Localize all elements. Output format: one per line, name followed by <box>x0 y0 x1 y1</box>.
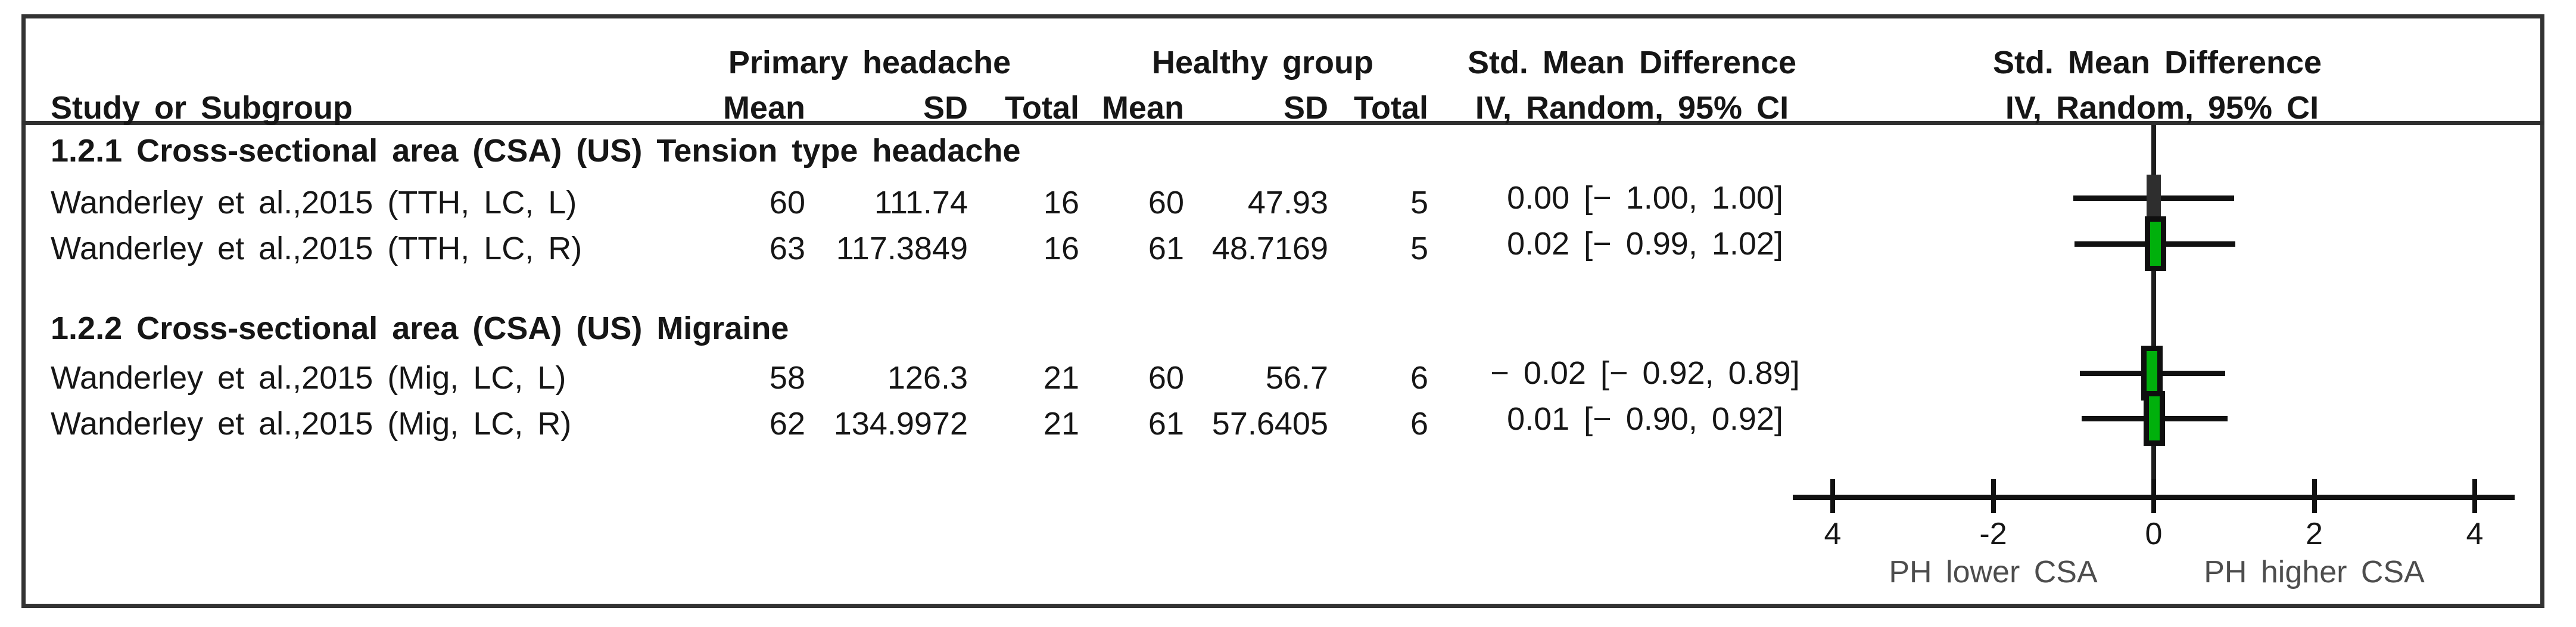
axis-caption-right: PH higher CSA <box>2204 555 2425 589</box>
sd-healthy-cell: 48.7169 <box>1211 231 1328 266</box>
total-primary-cell: 21 <box>1043 360 1079 396</box>
total-primary-cell: 16 <box>1043 231 1079 266</box>
x-axis-tick-label: 0 <box>2145 517 2163 551</box>
study-label: Wanderley et al.,2015 (Mig, LC, R) <box>51 406 572 442</box>
sd-healthy-cell: 56.7 <box>1265 360 1328 396</box>
column-header-sd-healthy: SD <box>1283 90 1328 126</box>
ci-text-cell: 0.00 [− 1.00, 1.00] <box>1507 180 1783 216</box>
x-axis-tick <box>1830 479 1835 513</box>
sd-healthy-cell: 57.6405 <box>1211 406 1328 442</box>
column-header-total-healthy: Total <box>1354 90 1428 126</box>
total-healthy-cell: 5 <box>1410 185 1428 221</box>
axis-caption-left: PH lower CSA <box>1889 555 2098 589</box>
x-axis-tick-label: 4 <box>1824 517 1842 551</box>
column-header-iv-text: IV, Random, 95% CI <box>1475 90 1789 126</box>
column-header-sd-primary: SD <box>923 90 968 126</box>
total-healthy-cell: 6 <box>1410 406 1428 442</box>
column-group-healthy-group: Healthy group <box>1151 45 1374 80</box>
figure-frame <box>21 14 2544 608</box>
ci-text-cell: 0.02 [− 0.99, 1.02] <box>1507 226 1783 262</box>
column-header-study: Study or Subgroup <box>51 90 353 126</box>
mean-healthy-cell: 60 <box>1148 185 1184 221</box>
point-estimate-marker <box>2144 391 2166 446</box>
column-header-mean-primary: Mean <box>722 90 805 126</box>
zero-effect-line <box>2151 125 2156 498</box>
column-group-smd-plot: Std. Mean Difference <box>1992 45 2322 80</box>
x-axis-tick-label: -2 <box>1979 517 2007 551</box>
point-estimate-marker <box>2147 175 2161 221</box>
x-axis-tick-label: 2 <box>2306 517 2323 551</box>
column-group-primary-headache: Primary headache <box>728 45 1011 80</box>
mean-primary-cell: 60 <box>769 185 805 221</box>
mean-healthy-cell: 61 <box>1148 231 1184 266</box>
mean-primary-cell: 58 <box>769 360 805 396</box>
x-axis-tick-label: 4 <box>2466 517 2484 551</box>
mean-healthy-cell: 61 <box>1148 406 1184 442</box>
total-primary-cell: 16 <box>1043 185 1079 221</box>
x-axis-tick <box>1991 479 1996 513</box>
column-header-iv-plot: IV, Random, 95% CI <box>2005 90 2319 126</box>
ci-text-cell: 0.01 [− 0.90, 0.92] <box>1507 401 1783 437</box>
sd-healthy-cell: 47.93 <box>1247 185 1328 221</box>
total-healthy-cell: 5 <box>1410 231 1428 266</box>
column-header-mean-healthy: Mean <box>1101 90 1184 126</box>
sd-primary-cell: 126.3 <box>887 360 968 396</box>
ci-text-cell: − 0.02 [− 0.92, 0.89] <box>1490 355 1800 391</box>
study-label: Wanderley et al.,2015 (TTH, LC, L) <box>51 185 577 221</box>
total-healthy-cell: 6 <box>1410 360 1428 396</box>
total-primary-cell: 21 <box>1043 406 1079 442</box>
sd-primary-cell: 111.74 <box>874 185 968 221</box>
study-label: Wanderley et al.,2015 (Mig, LC, L) <box>51 360 566 396</box>
column-group-smd-text: Std. Mean Difference <box>1467 45 1797 80</box>
mean-primary-cell: 62 <box>769 406 805 442</box>
column-header-total-primary: Total <box>1005 90 1079 126</box>
x-axis-tick <box>2312 479 2317 513</box>
mean-primary-cell: 63 <box>769 231 805 266</box>
subgroup-header: 1.2.1 Cross-sectional area (CSA) (US) Te… <box>51 133 1021 169</box>
sd-primary-cell: 117.3849 <box>836 231 968 266</box>
subgroup-header: 1.2.2 Cross-sectional area (CSA) (US) Mi… <box>51 311 789 346</box>
study-label: Wanderley et al.,2015 (TTH, LC, R) <box>51 231 583 266</box>
x-axis-tick <box>2472 479 2477 513</box>
x-axis-tick <box>2151 479 2156 513</box>
point-estimate-marker <box>2144 216 2166 271</box>
header-underline <box>21 121 2544 125</box>
sd-primary-cell: 134.9972 <box>833 406 968 442</box>
mean-healthy-cell: 60 <box>1148 360 1184 396</box>
